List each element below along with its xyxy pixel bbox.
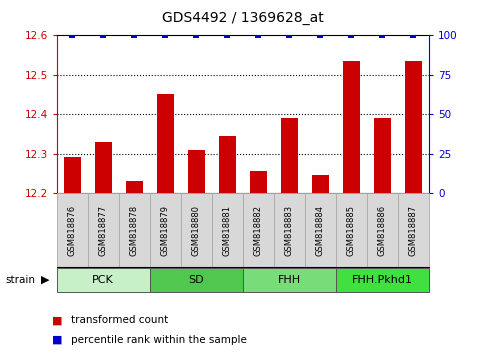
Point: [223, 33, 231, 38]
Text: GSM818887: GSM818887: [409, 205, 418, 256]
Text: ■: ■: [52, 335, 62, 345]
Text: strain: strain: [5, 275, 35, 285]
Text: ▶: ▶: [41, 275, 50, 285]
Bar: [157, 95, 174, 193]
Point: [99, 33, 107, 38]
Text: GSM818883: GSM818883: [285, 205, 294, 256]
Text: GSM818877: GSM818877: [99, 205, 108, 256]
Text: FHH: FHH: [278, 275, 301, 285]
Text: SD: SD: [188, 275, 204, 285]
Text: transformed count: transformed count: [71, 315, 169, 325]
Point: [410, 33, 418, 38]
Text: GSM818882: GSM818882: [254, 205, 263, 256]
Bar: [64, 158, 81, 193]
Bar: [95, 142, 112, 193]
Text: GSM818881: GSM818881: [223, 205, 232, 256]
Text: PCK: PCK: [92, 275, 114, 285]
Point: [285, 33, 293, 38]
Point: [68, 33, 76, 38]
Text: GSM818885: GSM818885: [347, 205, 356, 256]
Bar: [250, 171, 267, 193]
Bar: [126, 181, 143, 193]
Bar: [188, 150, 205, 193]
Text: percentile rank within the sample: percentile rank within the sample: [71, 335, 247, 345]
Text: GSM818879: GSM818879: [161, 205, 170, 256]
Point: [161, 33, 169, 38]
Bar: [281, 118, 298, 193]
Point: [192, 33, 200, 38]
Point: [379, 33, 387, 38]
Text: GSM818880: GSM818880: [192, 205, 201, 256]
Bar: [343, 61, 360, 193]
Point: [348, 33, 355, 38]
Text: GSM818884: GSM818884: [316, 205, 325, 256]
Point: [130, 33, 138, 38]
Bar: [219, 136, 236, 193]
Bar: [312, 175, 329, 193]
Text: GSM818878: GSM818878: [130, 205, 139, 256]
Text: GSM818876: GSM818876: [68, 205, 77, 256]
Bar: [374, 118, 391, 193]
Point: [317, 33, 324, 38]
Bar: [405, 61, 422, 193]
Point: [254, 33, 262, 38]
Text: FHH.Pkhd1: FHH.Pkhd1: [352, 275, 413, 285]
Text: ■: ■: [52, 315, 62, 325]
Text: GSM818886: GSM818886: [378, 205, 387, 256]
Text: GDS4492 / 1369628_at: GDS4492 / 1369628_at: [162, 11, 324, 25]
